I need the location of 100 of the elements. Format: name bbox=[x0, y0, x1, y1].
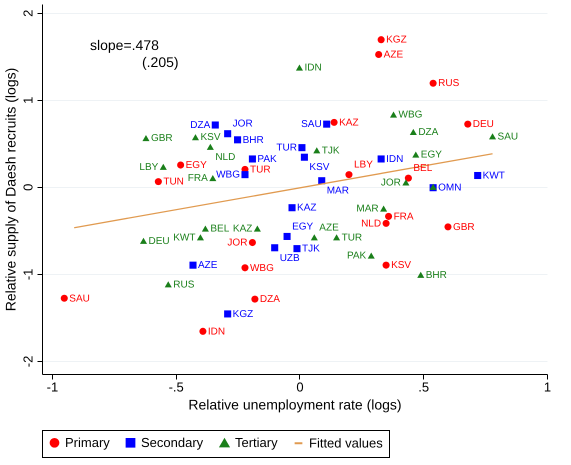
point bbox=[154, 178, 162, 186]
point bbox=[382, 262, 390, 269]
point bbox=[212, 121, 219, 129]
point bbox=[430, 80, 437, 87]
point bbox=[410, 128, 417, 136]
point bbox=[444, 223, 452, 230]
y-tick-label: 2 bbox=[20, 10, 36, 17]
x-tick-label: .5 bbox=[418, 380, 430, 394]
annotation: WBG bbox=[250, 262, 274, 274]
annotation: KAZ bbox=[339, 117, 359, 128]
x-tick-label: -1 bbox=[46, 380, 58, 394]
annotation: GBR bbox=[150, 133, 173, 144]
point bbox=[390, 112, 398, 118]
point bbox=[489, 133, 496, 140]
annotation: DEU bbox=[148, 236, 170, 247]
annotation: BHR bbox=[242, 134, 264, 146]
annotation: OMN bbox=[438, 182, 462, 194]
point bbox=[224, 310, 232, 318]
point bbox=[241, 264, 249, 272]
point bbox=[345, 171, 352, 178]
annotation: GBR bbox=[452, 222, 475, 233]
annotation: KGZ bbox=[232, 308, 254, 320]
point bbox=[293, 245, 301, 252]
point bbox=[284, 232, 291, 240]
annotation: JOR bbox=[380, 177, 401, 188]
annotation: LBY bbox=[139, 162, 159, 173]
annotation: EGY bbox=[186, 160, 208, 172]
point bbox=[402, 179, 410, 186]
legend-label: Tertiary bbox=[235, 435, 278, 450]
x-axis-title: Relative unemployment rate (logs) bbox=[188, 396, 402, 412]
annotation: BEL bbox=[413, 163, 433, 174]
annotation: KWT bbox=[482, 170, 505, 182]
point bbox=[412, 152, 420, 158]
annotation: KSV bbox=[391, 260, 412, 272]
annotation: NLD bbox=[215, 152, 236, 163]
annotation: MAR bbox=[356, 204, 379, 215]
annotation: DZA bbox=[418, 126, 439, 138]
point bbox=[323, 120, 330, 128]
annotation: TUR bbox=[250, 164, 271, 176]
point bbox=[142, 135, 150, 142]
annotation: TJK bbox=[302, 244, 320, 255]
point bbox=[192, 134, 200, 140]
point bbox=[378, 36, 385, 44]
annotation: slope=.478 bbox=[90, 37, 160, 53]
point bbox=[199, 328, 206, 335]
point bbox=[310, 234, 318, 240]
point bbox=[378, 155, 385, 162]
point bbox=[206, 144, 214, 150]
point bbox=[251, 296, 258, 303]
point bbox=[234, 136, 242, 144]
point bbox=[271, 244, 278, 252]
point bbox=[248, 239, 256, 246]
annotation: RUS bbox=[173, 279, 195, 290]
legend-label: Fitted values bbox=[309, 435, 384, 450]
annotation: KAZ bbox=[297, 202, 316, 214]
annotation: RUS bbox=[438, 78, 460, 90]
point bbox=[224, 130, 232, 138]
point bbox=[333, 234, 340, 240]
point bbox=[296, 64, 303, 71]
annotation: (.205) bbox=[142, 54, 179, 70]
annotation: EGY bbox=[420, 150, 442, 161]
annotation: PAK bbox=[346, 250, 367, 262]
annotation: DZA bbox=[190, 120, 211, 132]
annotation: LBY bbox=[354, 160, 374, 171]
annotation: FRA bbox=[394, 211, 414, 222]
point bbox=[241, 171, 249, 178]
point bbox=[177, 162, 184, 169]
y-tick-label: 0 bbox=[20, 184, 36, 191]
annotation: DZA bbox=[260, 294, 280, 306]
point bbox=[160, 164, 167, 170]
annotation: BEL bbox=[210, 224, 230, 235]
point bbox=[382, 220, 390, 227]
point bbox=[368, 252, 375, 259]
point bbox=[254, 226, 261, 232]
point bbox=[385, 212, 392, 220]
x-tick-label: 0 bbox=[296, 380, 304, 394]
point bbox=[380, 206, 388, 212]
annotation: IDN bbox=[208, 326, 226, 338]
annotation: DEU bbox=[472, 119, 494, 130]
x-tick-label: -.5 bbox=[168, 380, 184, 394]
annotation: KWT bbox=[173, 232, 196, 244]
annotation: KSV bbox=[200, 132, 221, 144]
annotation: WBG bbox=[216, 170, 240, 181]
annotation: KGZ bbox=[386, 34, 407, 46]
annotation: MAR bbox=[326, 186, 349, 197]
point bbox=[474, 172, 482, 180]
annotation: IDN bbox=[304, 62, 322, 74]
point bbox=[209, 175, 216, 182]
annotation: JOR bbox=[227, 238, 248, 249]
annotation: SAU bbox=[498, 131, 518, 142]
point bbox=[189, 262, 197, 269]
point bbox=[248, 155, 256, 162]
point bbox=[298, 144, 306, 152]
y-axis-title: Relative supply of Daesh recruits (logs) bbox=[2, 68, 18, 312]
x-tick-label: 1 bbox=[544, 380, 552, 394]
annotation: AZE bbox=[384, 49, 404, 60]
annotation: AZE bbox=[198, 260, 218, 272]
y-tick-label: -2 bbox=[20, 356, 36, 368]
annotation: NLD bbox=[361, 218, 382, 230]
point bbox=[288, 204, 296, 212]
